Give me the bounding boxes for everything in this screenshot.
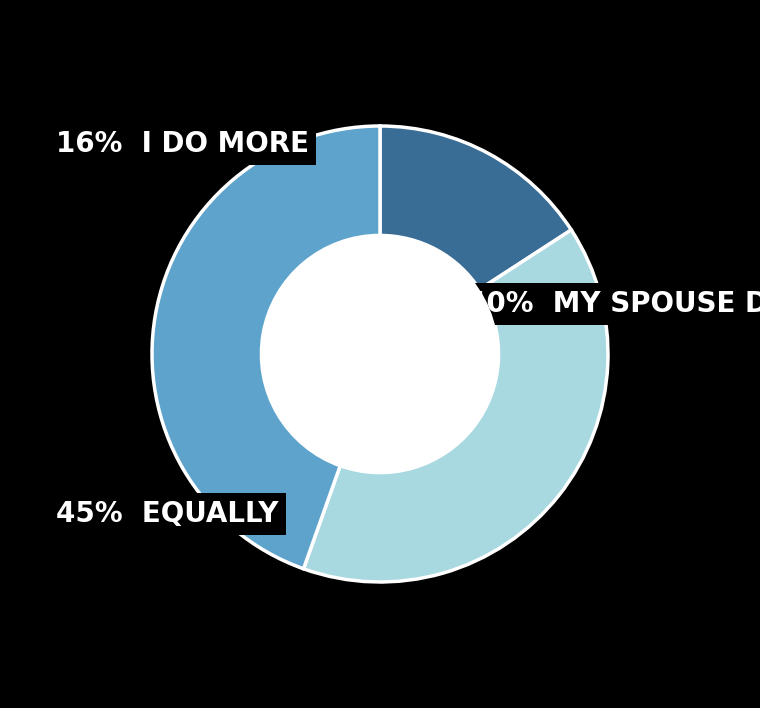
Wedge shape bbox=[380, 126, 572, 290]
Circle shape bbox=[261, 236, 499, 472]
Text: 16%  I DO MORE: 16% I DO MORE bbox=[56, 130, 309, 159]
Wedge shape bbox=[303, 230, 608, 582]
Text: 40%  MY SPOUSE DOES MORE: 40% MY SPOUSE DOES MORE bbox=[467, 290, 760, 318]
Wedge shape bbox=[152, 126, 380, 569]
Text: 45%  EQUALLY: 45% EQUALLY bbox=[56, 500, 279, 527]
